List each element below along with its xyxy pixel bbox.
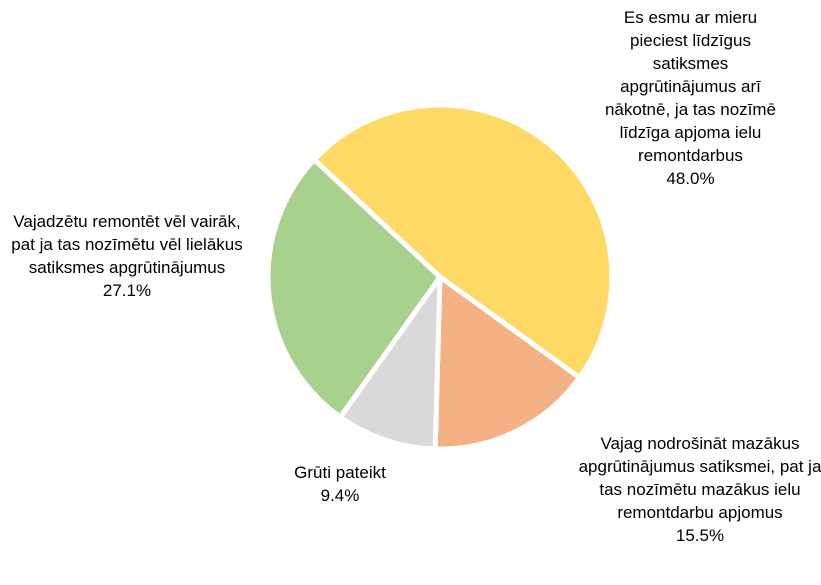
slice-name: Vajag nodrošināt mazākus apgrūtinājumus … (578, 434, 821, 522)
slice-label: Es esmu ar mieru pieciest līdzīgus satik… (598, 6, 783, 190)
pie-slice (265, 157, 443, 420)
slice-value: 48.0% (666, 169, 715, 188)
slice-value: 27.1% (102, 281, 152, 300)
slice-value: 15.5% (675, 526, 725, 545)
pie-slice (432, 274, 583, 452)
slice-name: Vajadzētu remontēt vēl vairāk, pat ja ta… (11, 212, 243, 277)
slice-label: Grūti pateikt 9.4% (270, 461, 410, 507)
slice-label: Vajag nodrošināt mazākus apgrūtinājumus … (575, 432, 821, 547)
pie-slice (311, 102, 615, 381)
slice-name: Grūti pateikt (294, 463, 386, 482)
pie-slice (337, 274, 443, 452)
slice-value: 9.4% (320, 486, 360, 505)
slice-name: Es esmu ar mieru pieciest līdzīgus satik… (604, 8, 777, 165)
slice-label: Vajadzētu remontēt vēl vairāk, pat ja ta… (2, 210, 252, 302)
